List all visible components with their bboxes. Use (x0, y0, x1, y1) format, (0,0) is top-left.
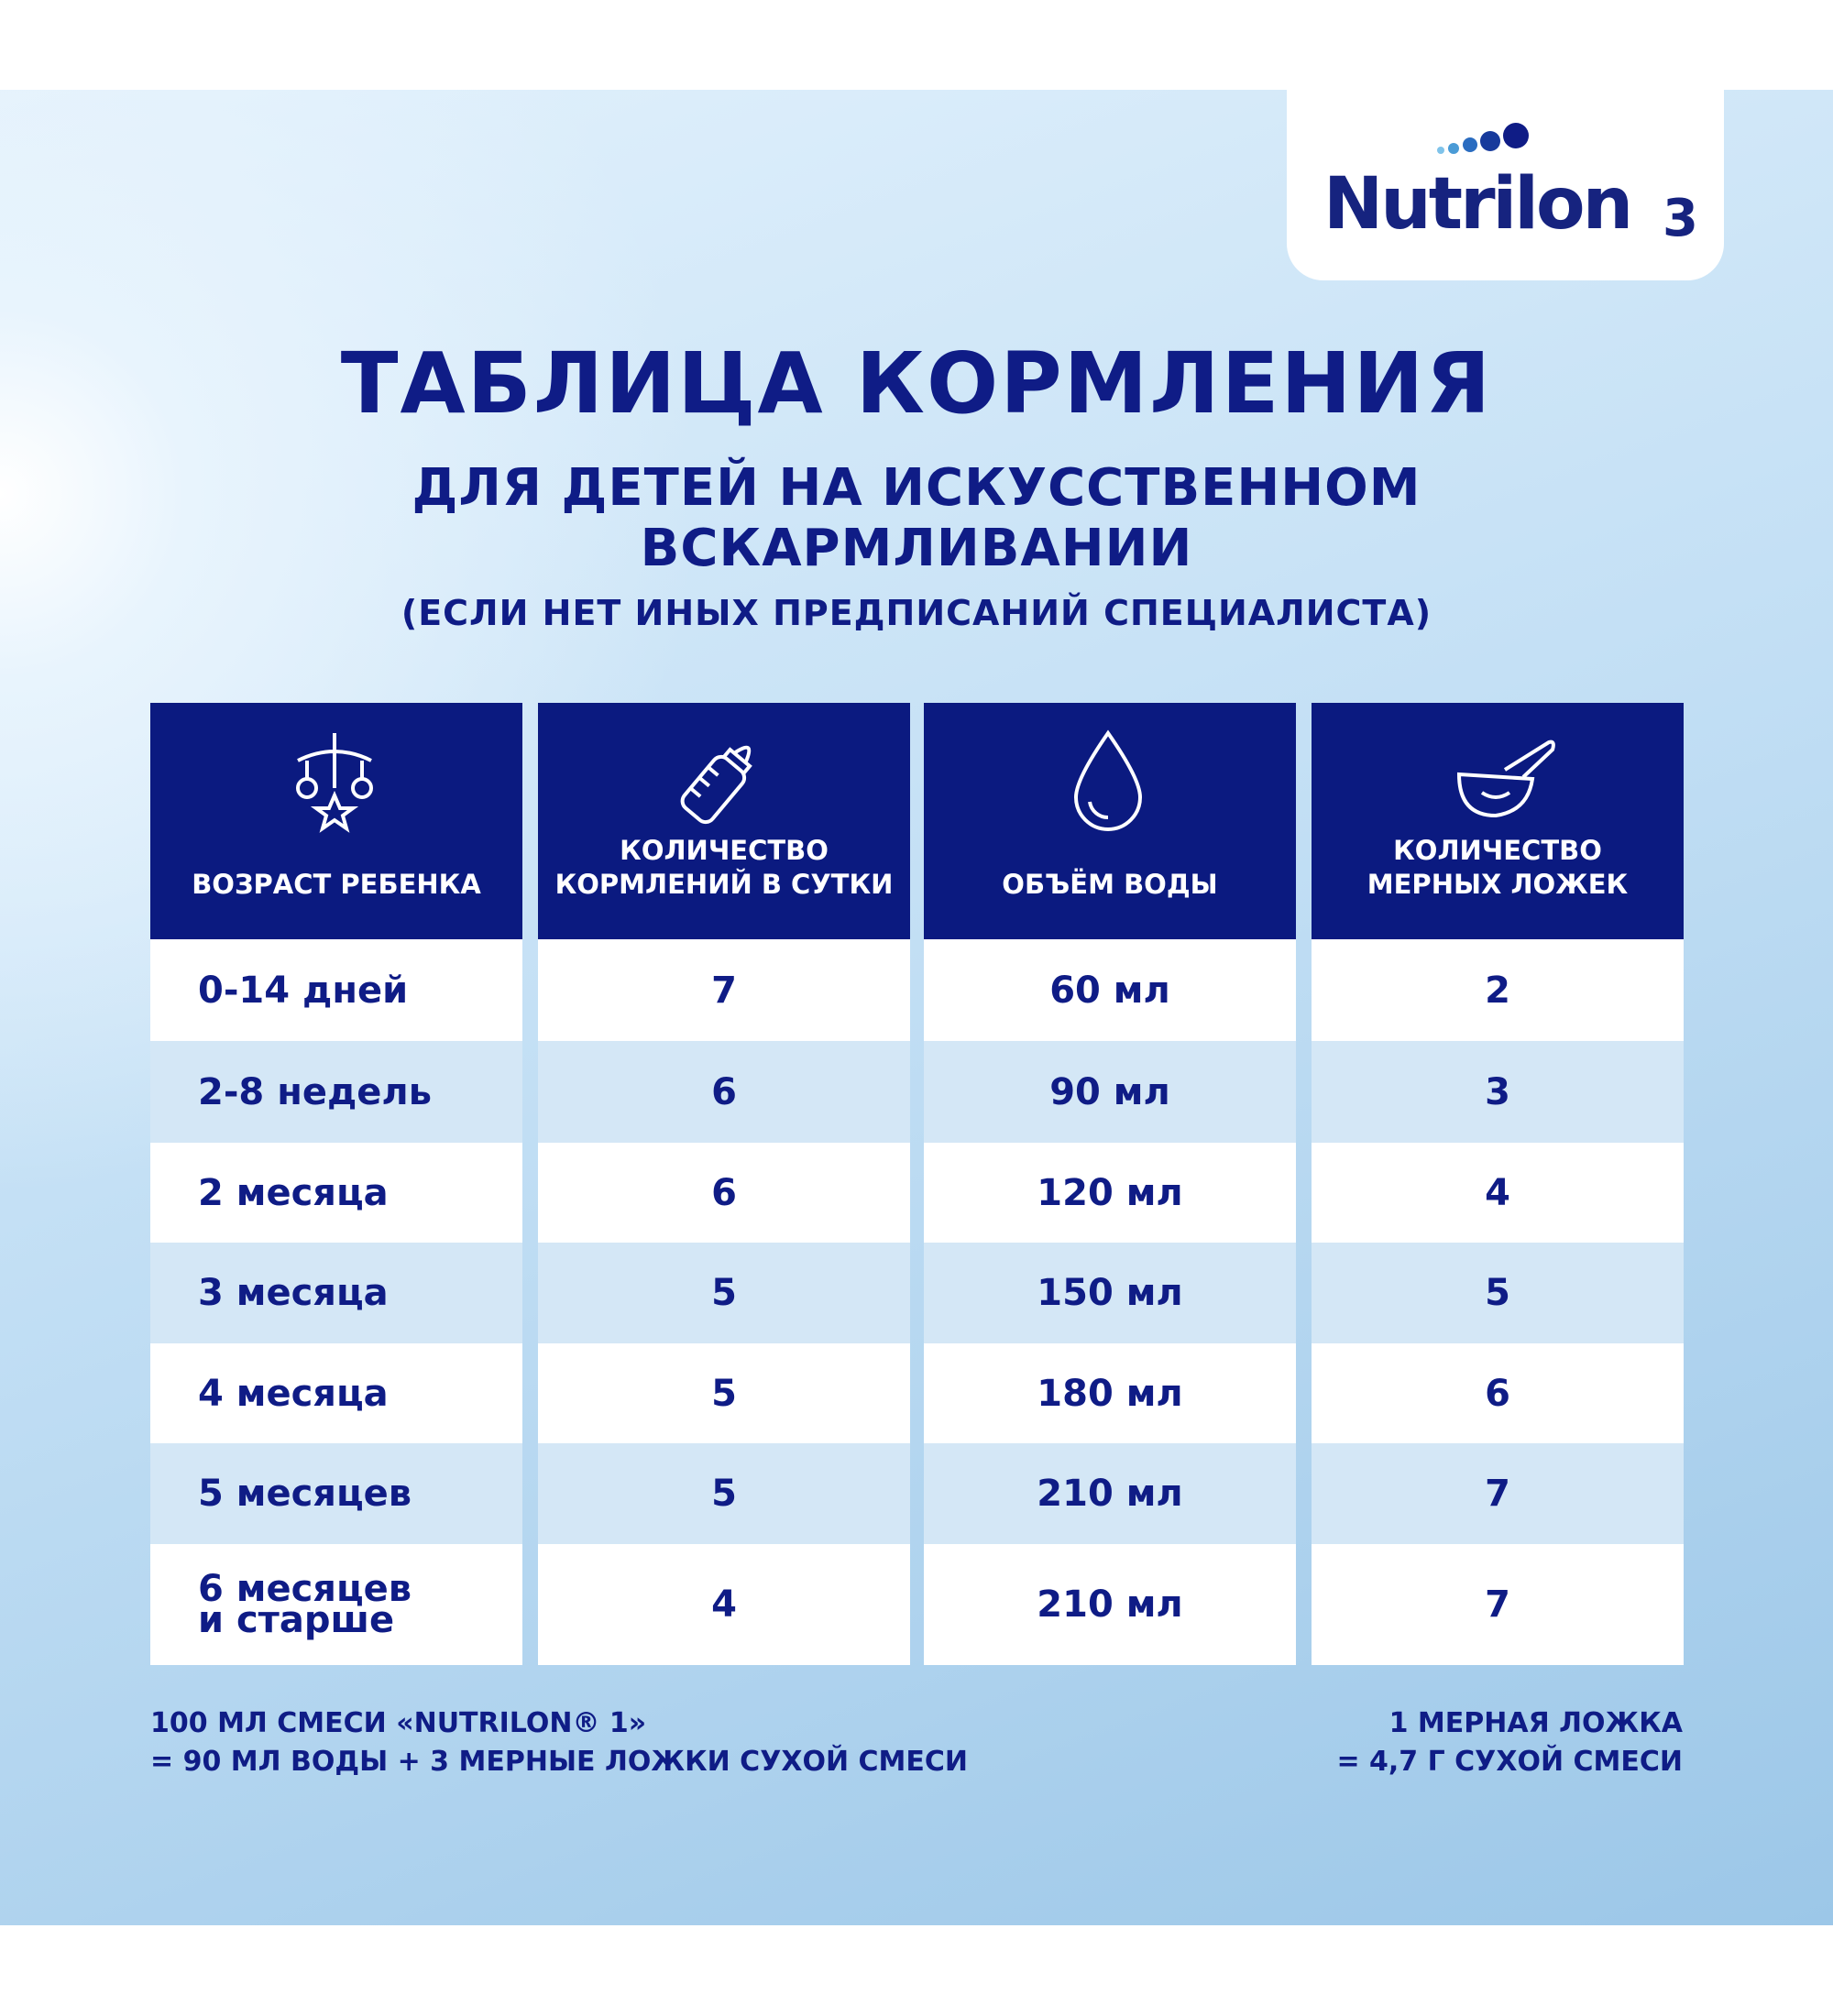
table-cell: 6 месяцев и старше (150, 1544, 522, 1665)
subtitle-line: ДЛЯ ДЕТЕЙ НА ИСКУССТВЕННОМ (412, 458, 1421, 518)
logo: Nutrilon 3 (1287, 90, 1724, 280)
note: (ЕСЛИ НЕТ ИНЫХ ПРЕДПИСАНИЙ СПЕЦИАЛИСТА) (401, 593, 1432, 633)
footer-line: = 4,7 Г СУХОЙ СМЕСИ (1336, 1746, 1683, 1778)
footer-line: = 90 МЛ ВОДЫ + 3 МЕРНЫЕ ЛОЖКИ СУХОЙ СМЕС… (150, 1746, 969, 1778)
table-cell: 5 (538, 1443, 910, 1544)
logo-brand: Nutrilon (1323, 163, 1633, 246)
table-cell: 6 (538, 1143, 910, 1243)
column-icon (296, 733, 373, 833)
table-cell: 7 (538, 939, 910, 1041)
table-cell: 2 (1312, 939, 1684, 1041)
table-cell: 3 (1312, 1041, 1684, 1143)
column-header: ОБЪЁМ ВОДЫ (924, 703, 1296, 939)
table-cell: 210 мл (924, 1443, 1296, 1544)
footer-line: 1 МЕРНАЯ ЛОЖКА (1388, 1707, 1683, 1739)
table-cell: 180 мл (924, 1343, 1296, 1443)
table-cell: 7 (1312, 1544, 1684, 1665)
table-cell: 60 мл (924, 939, 1296, 1041)
footer-left: 100 МЛ СМЕСИ «NUTRILON® 1» = 90 МЛ ВОДЫ … (150, 1704, 968, 1781)
table-cell: 150 мл (924, 1243, 1296, 1343)
table-cell: 2-8 недель (150, 1041, 522, 1143)
column-icon (680, 745, 752, 825)
table-cell: 4 месяца (150, 1343, 522, 1443)
table-cell: 5 (1312, 1243, 1684, 1343)
table-cell: 0-14 дней (150, 939, 522, 1041)
subtitle-line: ВСКАРМЛИВАНИИ (640, 519, 1193, 578)
table-cell: 4 (1312, 1143, 1684, 1243)
column-icon (1073, 729, 1143, 831)
footer-line: 100 МЛ СМЕСИ «NUTRILON® 1» (150, 1707, 647, 1739)
table-cell: 120 мл (924, 1143, 1296, 1243)
table-cell: 2 месяца (150, 1143, 522, 1243)
footer-right: 1 МЕРНАЯ ЛОЖКА = 4,7 Г СУХОЙ СМЕСИ (1336, 1704, 1683, 1781)
table-cell: 5 (538, 1343, 910, 1443)
table-cell: 5 (538, 1243, 910, 1343)
table-cell: 90 мл (924, 1041, 1296, 1143)
logo-dots (1437, 123, 1529, 154)
column-header: КОЛИЧЕСТВО КОРМЛЕНИЙ В СУТКИ (538, 703, 910, 939)
table-cell: 6 (1312, 1343, 1684, 1443)
table-cell: 210 мл (924, 1544, 1296, 1665)
table-cell: 6 (538, 1041, 910, 1143)
column-header: КОЛИЧЕСТВО МЕРНЫХ ЛОЖЕК (1312, 703, 1684, 939)
title: ТАБЛИЦА КОРМЛЕНИЯ (340, 334, 1493, 433)
table-cell: 4 (538, 1544, 910, 1665)
column-icon (1456, 740, 1555, 818)
table-cell: 3 месяца (150, 1243, 522, 1343)
table-cell: 7 (1312, 1443, 1684, 1544)
logo-stage: 3 (1663, 189, 1698, 248)
table-cell: 5 месяцев (150, 1443, 522, 1544)
